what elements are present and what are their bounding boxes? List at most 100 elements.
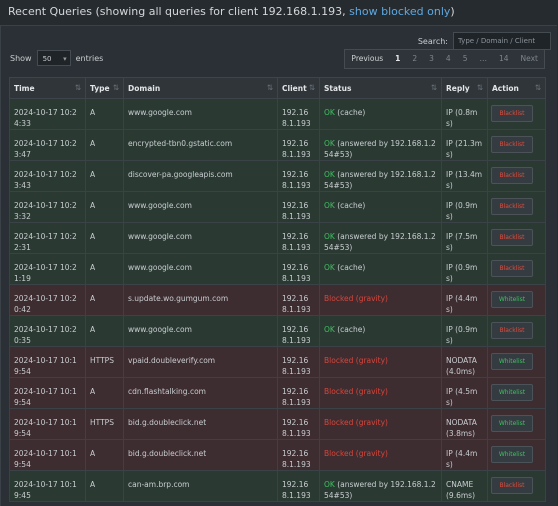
page-button[interactable]: Previous [351, 54, 384, 63]
type: A [85, 439, 124, 471]
status-code: OK [324, 325, 335, 334]
status-code: Blocked (gravity) [324, 418, 388, 427]
domain: www.google.com [123, 253, 278, 285]
action-button[interactable]: Blacklist [491, 477, 533, 494]
client: 192.168.1.193 [277, 253, 320, 285]
status: OK (answered by 192.168.1.254#53) [319, 222, 442, 254]
action-button[interactable]: Whitelist [491, 384, 533, 401]
pagination: Previous 1 2 3 4 5 … 14 Next [344, 49, 545, 69]
column-header[interactable]: Domain [123, 77, 278, 99]
action-button[interactable]: Whitelist [491, 291, 533, 308]
client: 192.168.1.193 [277, 129, 320, 161]
time: 2024-10-17 10:20:42 [9, 284, 86, 316]
type: A [85, 284, 124, 316]
page-button[interactable]: 14 [498, 54, 509, 63]
status: Blocked (gravity) [319, 408, 442, 440]
status-detail: (cache) [337, 325, 366, 334]
page-button[interactable]: 4 [445, 54, 451, 63]
type: HTTPS [85, 408, 124, 440]
type: A [85, 191, 124, 223]
action-button[interactable]: Blacklist [491, 198, 533, 215]
status-detail: (answered by 192.168.1.254#53) [324, 170, 436, 190]
action-button[interactable]: Whitelist [491, 415, 533, 432]
time: 2024-10-17 10:21:19 [9, 253, 86, 285]
action: Blacklist [487, 191, 546, 223]
action-button[interactable]: Blacklist [491, 136, 533, 153]
action-button[interactable]: Whitelist [491, 446, 533, 463]
reply: NODATA (4.0ms) [441, 346, 488, 378]
action: Blacklist [487, 315, 546, 347]
show-label: Show [10, 53, 32, 63]
column-header[interactable]: Client [277, 77, 320, 99]
page-button[interactable]: 2 [412, 54, 418, 63]
time: 2024-10-17 10:23:32 [9, 191, 86, 223]
column-header[interactable]: Time [9, 77, 86, 99]
domain: www.google.com [123, 98, 278, 130]
status-detail: (cache) [337, 263, 366, 272]
action-button[interactable]: Whitelist [491, 353, 533, 370]
column-header[interactable]: Action [487, 77, 546, 99]
status: Blocked (gravity) [319, 377, 442, 409]
status: Blocked (gravity) [319, 284, 442, 316]
page-button[interactable]: Next [520, 54, 538, 63]
column-header[interactable]: Status [319, 77, 442, 99]
action-button[interactable]: Blacklist [491, 105, 533, 122]
blocked-link[interactable]: show blocked only [349, 5, 451, 18]
page-size-select[interactable]: 50 [36, 50, 71, 67]
status-code: OK [324, 108, 335, 117]
domain: cdn.flashtalking.com [123, 377, 278, 409]
search-input[interactable]: Type / Domain / Client [453, 32, 551, 50]
reply: IP (0.9ms) [441, 191, 488, 223]
action: Blacklist [487, 160, 546, 192]
client: 192.168.1.193 [277, 191, 320, 223]
query-table: TimeTypeDomainClientStatusReplyAction 20… [9, 77, 546, 502]
type: A [85, 160, 124, 192]
action-button[interactable]: Blacklist [491, 322, 533, 339]
status-code: Blocked (gravity) [324, 387, 388, 396]
type: A [85, 377, 124, 409]
status-code: OK [324, 139, 335, 148]
panel: Search: Type / Domain / Client Show 50 e… [0, 25, 557, 506]
client: 192.168.1.193 [277, 315, 320, 347]
status-detail: (answered by 192.168.1.254#53) [324, 232, 436, 252]
page-button[interactable]: 1 [395, 54, 401, 63]
reply: IP (4.4ms) [441, 284, 488, 316]
time: 2024-10-17 10:23:43 [9, 160, 86, 192]
status-code: Blocked (gravity) [324, 294, 388, 303]
query-row: 2024-10-17 10:19:54 HTTPS vpaid.doubleveri… [9, 346, 546, 378]
status: OK (cache) [319, 191, 442, 223]
action: Blacklist [487, 253, 546, 285]
reply: IP (21.3ms) [441, 129, 488, 161]
status-detail: (answered by 192.168.1.254#53) [324, 139, 436, 159]
time: 2024-10-17 10:23:47 [9, 129, 86, 161]
type: A [85, 222, 124, 254]
status: OK (answered by 192.168.1.254#53) [319, 470, 442, 502]
action-button[interactable]: Blacklist [491, 167, 533, 184]
status: OK (cache) [319, 315, 442, 347]
action-button[interactable]: Blacklist [491, 229, 533, 246]
search: Search: Type / Domain / Client [418, 32, 551, 50]
client: 192.168.1.193 [277, 408, 320, 440]
reply: IP (0.8ms) [441, 98, 488, 130]
status-code: Blocked (gravity) [324, 356, 388, 365]
column-header[interactable]: Reply [441, 77, 488, 99]
action-button[interactable]: Blacklist [491, 260, 533, 277]
client: 192.168.1.193 [277, 284, 320, 316]
page-button[interactable]: … [479, 54, 487, 63]
reply: CNAME (9.6ms) [441, 470, 488, 502]
page-button[interactable]: 5 [462, 54, 468, 63]
page-button[interactable]: 3 [429, 54, 434, 63]
time: 2024-10-17 10:19:54 [9, 439, 86, 471]
type: A [85, 129, 124, 161]
column-header[interactable]: Type [85, 77, 124, 99]
status: OK (answered by 192.168.1.254#53) [319, 129, 442, 161]
entries-label: entries [75, 53, 104, 63]
status-code: Blocked (gravity) [324, 449, 388, 458]
